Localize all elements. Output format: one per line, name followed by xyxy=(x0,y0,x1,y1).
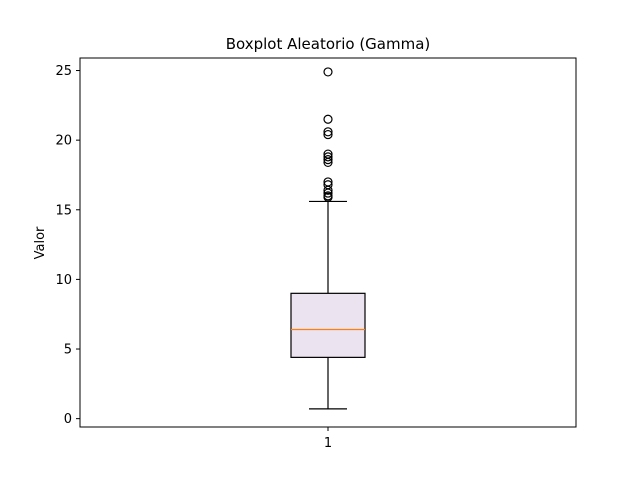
y-tick-label: 15 xyxy=(55,203,72,218)
outlier-point xyxy=(323,127,333,137)
chart-title: Boxplot Aleatorio (Gamma) xyxy=(226,35,431,53)
outlier-point xyxy=(323,129,333,140)
outlier-point xyxy=(323,67,333,77)
box-iqr xyxy=(290,292,366,358)
y-tick-label: 10 xyxy=(55,273,72,288)
y-tick-label: 5 xyxy=(64,343,72,358)
y-tick-label: 25 xyxy=(55,64,72,79)
outlier-point xyxy=(323,191,333,201)
outlier-point xyxy=(323,177,333,187)
outlier-point xyxy=(323,149,333,159)
outlier-point xyxy=(323,114,333,124)
plot-area xyxy=(290,67,366,410)
outlier-point xyxy=(323,155,333,165)
outlier-point xyxy=(323,180,333,190)
y-tick-label: 0 xyxy=(64,412,72,427)
x-tick-label: 1 xyxy=(324,436,332,451)
outlier-point xyxy=(323,152,333,162)
y-tick-label: 20 xyxy=(55,134,72,149)
y-axis-label: Valor xyxy=(33,226,48,259)
